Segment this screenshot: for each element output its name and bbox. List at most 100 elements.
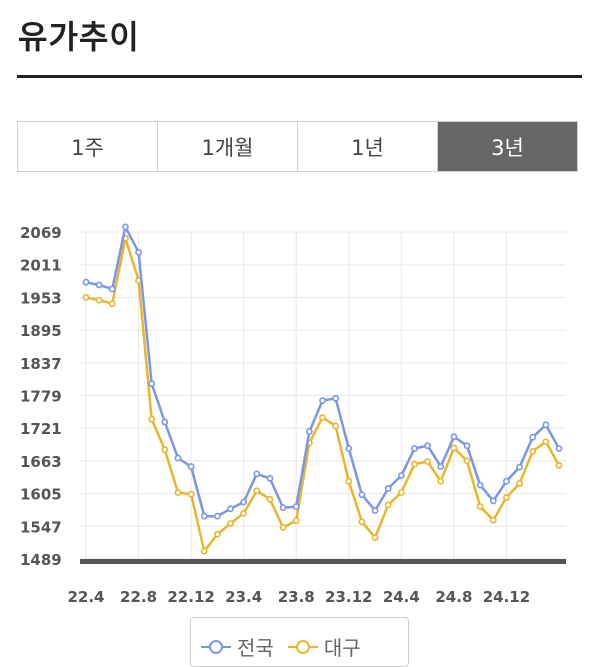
- data-point-national: [450, 433, 458, 441]
- data-point-daegu: [213, 530, 221, 538]
- data-point-daegu: [200, 547, 208, 555]
- y-tick-label: 1895: [20, 322, 62, 340]
- data-point-daegu: [476, 503, 484, 510]
- data-point-daegu: [108, 300, 116, 308]
- tab-1-year[interactable]: 1년: [298, 122, 438, 171]
- y-tick-label: 1663: [20, 453, 62, 471]
- tab-1-month[interactable]: 1개월: [158, 122, 298, 171]
- tab-1-week[interactable]: 1주: [18, 122, 158, 171]
- y-tick-label: 1953: [20, 289, 62, 307]
- data-point-national: [397, 472, 405, 479]
- data-point-national: [135, 248, 142, 256]
- data-point-national: [516, 463, 523, 471]
- data-point-daegu: [358, 518, 366, 526]
- data-point-daegu: [332, 422, 340, 430]
- series-line-national: [85, 225, 561, 518]
- data-point-daegu: [253, 487, 261, 495]
- data-point-daegu: [489, 516, 497, 524]
- data-point-daegu: [555, 462, 563, 469]
- x-axis-baseline: [80, 559, 566, 564]
- title-divider: [17, 75, 582, 78]
- data-point-national: [122, 223, 129, 231]
- data-point-national: [200, 512, 208, 520]
- data-point-national: [319, 397, 326, 404]
- data-point-national: [292, 503, 300, 510]
- tab-3-years[interactable]: 3년: [438, 122, 577, 171]
- data-point-national: [266, 474, 274, 482]
- y-tick-label: 1547: [20, 518, 62, 536]
- data-point-daegu: [411, 460, 418, 468]
- data-point-daegu: [424, 458, 432, 465]
- data-point-national: [437, 463, 445, 470]
- legend-item-national[interactable]: 전국: [201, 632, 274, 661]
- y-tick-label: 1779: [20, 388, 62, 406]
- x-tick-label: 22.12: [167, 588, 214, 606]
- x-tick-label: 23.8: [278, 588, 315, 606]
- x-tick-label: 23.12: [325, 588, 372, 606]
- x-tick-label: 22.8: [120, 588, 157, 606]
- data-point-national: [542, 421, 550, 429]
- data-point-daegu: [345, 477, 353, 485]
- data-point-national: [253, 470, 261, 478]
- data-point-national: [503, 477, 510, 485]
- x-tick-label: 24.8: [435, 588, 472, 606]
- data-point-daegu: [148, 415, 156, 423]
- data-point-national: [555, 445, 563, 452]
- y-tick-label: 2011: [20, 257, 62, 275]
- data-point-national: [279, 504, 287, 512]
- data-point-national: [227, 505, 234, 513]
- data-point-daegu: [187, 490, 195, 498]
- y-tick-label: 1605: [20, 486, 62, 504]
- data-point-daegu: [397, 489, 405, 496]
- data-point-national: [187, 463, 195, 470]
- data-point-daegu: [95, 296, 103, 304]
- y-tick-label: 1721: [20, 420, 62, 438]
- data-point-national: [476, 481, 484, 489]
- data-point-national: [463, 442, 471, 450]
- legend-marker-daegu-icon: [287, 639, 318, 654]
- data-point-daegu: [174, 489, 182, 496]
- y-tick-label: 1489: [20, 551, 62, 569]
- data-point-national: [345, 445, 353, 452]
- data-point-daegu: [371, 534, 379, 541]
- data-point-national: [411, 445, 418, 452]
- data-point-national: [489, 497, 497, 505]
- data-point-national: [82, 278, 90, 286]
- data-point-national: [529, 433, 537, 441]
- series-line-daegu: [85, 236, 561, 553]
- data-point-national: [384, 485, 392, 492]
- data-point-national: [305, 428, 313, 435]
- data-point-national: [148, 380, 156, 388]
- y-tick-label: 2069: [20, 224, 62, 242]
- legend-label-national: 전국: [237, 636, 274, 660]
- data-point-daegu: [463, 457, 471, 465]
- data-point-daegu: [450, 444, 458, 452]
- oil-price-chart: 2069 2011 1953 1895 1837 1779 1721 1663 1605 1547…: [20, 223, 566, 606]
- data-point-national: [95, 281, 103, 289]
- data-point-daegu: [529, 447, 537, 455]
- data-point-daegu: [516, 480, 523, 487]
- data-point-national: [174, 454, 182, 462]
- data-point-daegu: [82, 293, 90, 301]
- data-point-national: [240, 498, 248, 506]
- x-tick-label: 22.4: [67, 588, 104, 606]
- y-tick-label: 1837: [20, 355, 62, 373]
- chart-legend: 전국 대구: [190, 617, 409, 667]
- data-point-daegu: [292, 517, 300, 525]
- legend-item-daegu[interactable]: 대구: [287, 632, 361, 661]
- data-point-daegu: [161, 446, 169, 454]
- data-point-daegu: [266, 495, 274, 503]
- x-tick-label: 24.12: [483, 588, 530, 606]
- data-point-daegu: [542, 438, 550, 446]
- data-point-daegu: [384, 501, 392, 509]
- data-point-national: [371, 507, 379, 514]
- data-point-national: [213, 512, 221, 520]
- data-point-daegu: [227, 520, 234, 527]
- data-point-daegu: [437, 477, 445, 485]
- x-tick-label: 24.4: [383, 588, 420, 606]
- x-tick-label: 23.4: [225, 588, 262, 606]
- page-title: 유가추이: [18, 18, 140, 56]
- data-point-national: [332, 394, 340, 402]
- data-point-national: [424, 442, 432, 450]
- data-point-daegu: [240, 509, 248, 517]
